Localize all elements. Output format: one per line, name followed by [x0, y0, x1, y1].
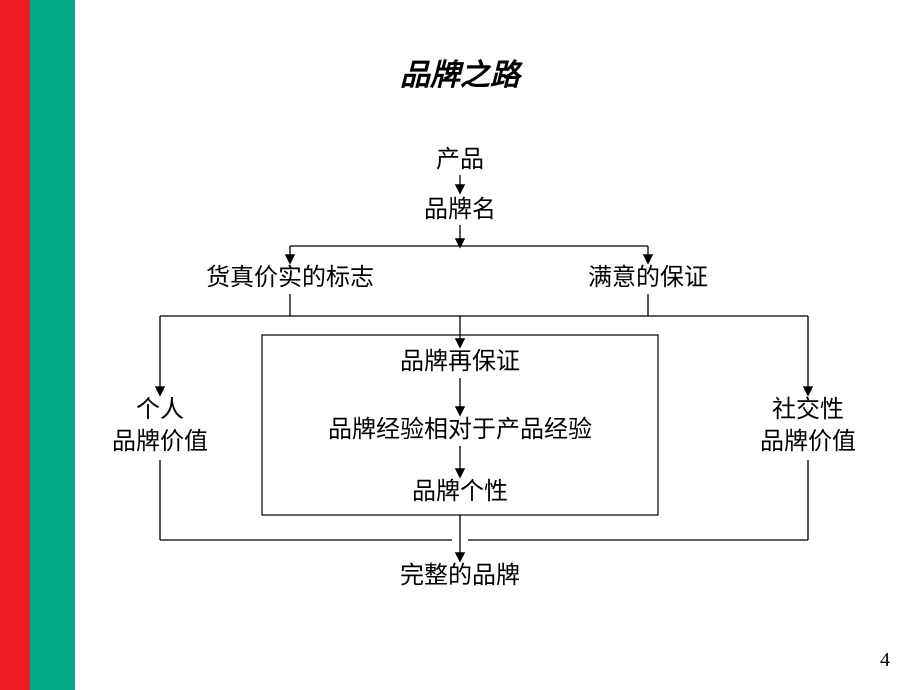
green-side-bar [30, 0, 75, 690]
node-reassure: 品牌再保证 [260, 346, 660, 378]
node-personal-line1: 个人 [0, 394, 360, 426]
node-brand-name: 品牌名 [260, 194, 660, 226]
node-satisfy: 满意的保证 [448, 262, 848, 294]
page-number: 4 [880, 649, 890, 672]
slide-title: 品牌之路 [0, 50, 920, 94]
node-product: 产品 [260, 144, 660, 176]
node-complete: 完整的品牌 [260, 560, 660, 592]
node-genuine: 货真价实的标志 [90, 262, 490, 294]
node-social-line1: 社交性 [608, 394, 920, 426]
node-personality: 品牌个性 [260, 476, 660, 508]
red-side-bar [0, 0, 30, 690]
node-personal-line2: 品牌价值 [0, 426, 360, 458]
node-social-line2: 品牌价值 [608, 426, 920, 458]
